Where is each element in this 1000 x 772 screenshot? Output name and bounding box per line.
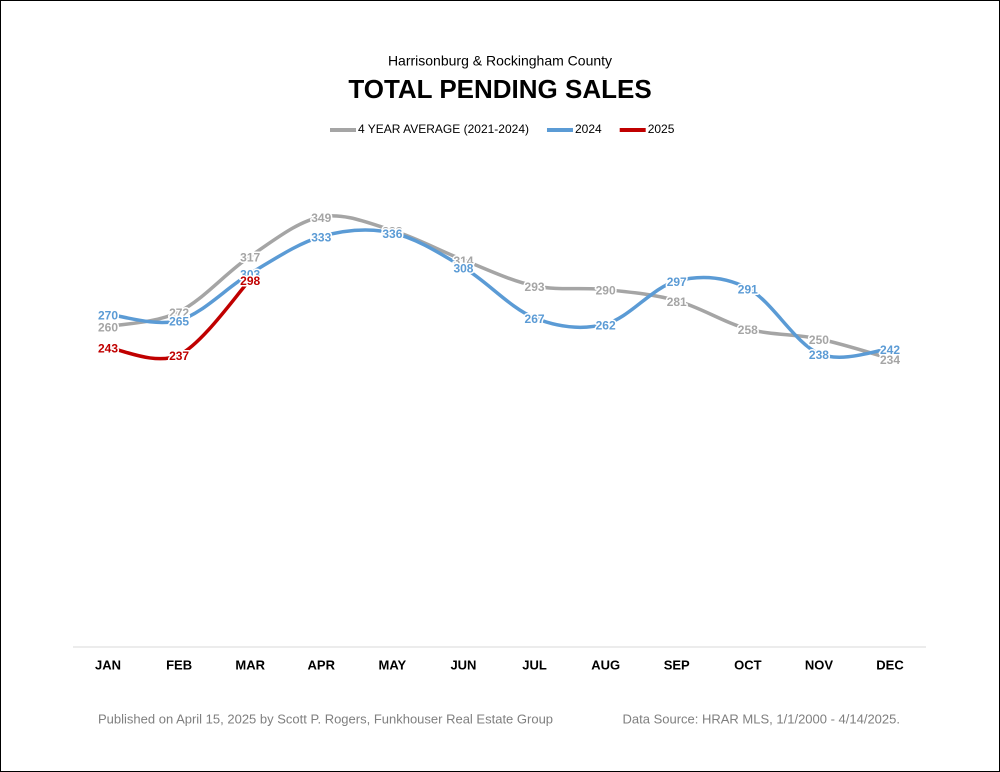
x-tick-label: FEB (166, 657, 192, 672)
x-tick-label: SEP (664, 657, 690, 672)
data-label: 338 (382, 225, 402, 239)
data-label: 336 (382, 227, 402, 241)
x-tick-label: NOV (805, 657, 834, 672)
data-label: 298 (240, 274, 260, 288)
x-tick-label: MAR (235, 657, 265, 672)
data-label: 290 (596, 284, 616, 298)
legend-label: 2024 (575, 122, 602, 136)
data-label: 242 (880, 343, 900, 357)
x-tick-label: AUG (591, 657, 620, 672)
legend-label: 4 YEAR AVERAGE (2021-2024) (358, 122, 529, 136)
x-tick-label: MAY (379, 657, 407, 672)
data-label: 349 (311, 211, 331, 225)
x-tick-label: DEC (876, 657, 904, 672)
data-label: 250 (809, 333, 829, 347)
x-tick-label: APR (308, 657, 336, 672)
data-label: 265 (169, 315, 189, 329)
data-label: 258 (738, 323, 758, 337)
footer-right: Data Source: HRAR MLS, 1/1/2000 - 4/14/2… (623, 711, 901, 726)
chart-title: TOTAL PENDING SALES (348, 74, 651, 104)
series-line (106, 214, 892, 361)
data-label: 297 (667, 275, 687, 289)
data-label: 281 (667, 295, 687, 309)
footer-left: Published on April 15, 2025 by Scott P. … (98, 711, 553, 726)
data-label: 270 (98, 308, 118, 322)
x-tick-label: OCT (734, 657, 762, 672)
data-label: 333 (311, 231, 331, 245)
data-label: 293 (525, 280, 545, 294)
data-label: 260 (98, 321, 118, 335)
data-label: 317 (240, 250, 260, 264)
data-label: 243 (98, 342, 118, 356)
series-line (106, 277, 252, 361)
data-label: 262 (596, 318, 616, 332)
chart-subtitle: Harrisonburg & Rockingham County (388, 53, 612, 69)
data-label: 308 (453, 262, 473, 276)
data-label: 303 (240, 268, 260, 282)
x-tick-label: JUL (522, 657, 547, 672)
data-label: 291 (738, 283, 758, 297)
x-tick-label: JUN (450, 657, 476, 672)
data-label: 314 (453, 254, 473, 268)
legend: 4 YEAR AVERAGE (2021-2024) 2024 2025 (330, 122, 675, 136)
series-line (106, 228, 892, 359)
data-label: 272 (169, 306, 189, 320)
data-label: 267 (525, 312, 545, 326)
data-label: 238 (809, 348, 829, 362)
legend-label: 2025 (648, 122, 675, 136)
x-tick-label: JAN (95, 657, 121, 672)
data-label: 237 (169, 349, 189, 363)
data-label: 234 (880, 353, 900, 367)
